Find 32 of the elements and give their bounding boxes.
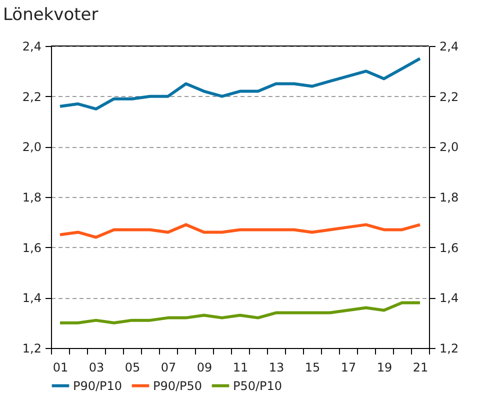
y-tick-label: 2,2	[22, 90, 42, 104]
y2-tick-label: 1,4	[440, 291, 459, 306]
x-tick-label: 11	[232, 360, 248, 374]
y-tick-label: 1,4	[22, 291, 42, 306]
y2-tick-label: 1,6	[440, 240, 459, 255]
x-tick-label: 21	[412, 360, 428, 374]
x-tick-label: 07	[160, 360, 176, 374]
x-tick-label: 17	[340, 360, 356, 374]
chart-title: Lönekvoter	[3, 5, 98, 25]
x-tick-label: 19	[376, 360, 392, 374]
y-tick-label: 1,6	[22, 240, 42, 255]
line-series	[58, 223, 422, 239]
x-tick-label: 01	[52, 360, 68, 374]
line-series	[58, 57, 422, 110]
y2-tick-label: 2,4	[440, 40, 459, 54]
y2-tick-label: 2,2	[440, 90, 459, 104]
y-tick-label: 1,2	[22, 342, 42, 356]
legend-label: P90/P10	[73, 378, 122, 393]
x-tick-label: 05	[124, 360, 140, 374]
x-tick-label: 09	[196, 360, 212, 374]
y2-tick-label: 1,2	[440, 342, 459, 356]
legend-label: P90/P50	[153, 378, 202, 393]
x-tick-label: 13	[268, 360, 284, 374]
legend-label: P50/P10	[233, 378, 282, 393]
line-series	[58, 301, 422, 324]
x-tick-label: 03	[88, 360, 104, 374]
y2-tick-label: 2,0	[440, 140, 459, 154]
y-tick-label: 2,4	[22, 40, 42, 54]
y-tick-label: 1,8	[22, 190, 42, 204]
y2-tick-label: 1,8	[440, 190, 459, 204]
x-tick-label: 15	[304, 360, 320, 374]
y-tick-label: 2,0	[22, 140, 42, 154]
